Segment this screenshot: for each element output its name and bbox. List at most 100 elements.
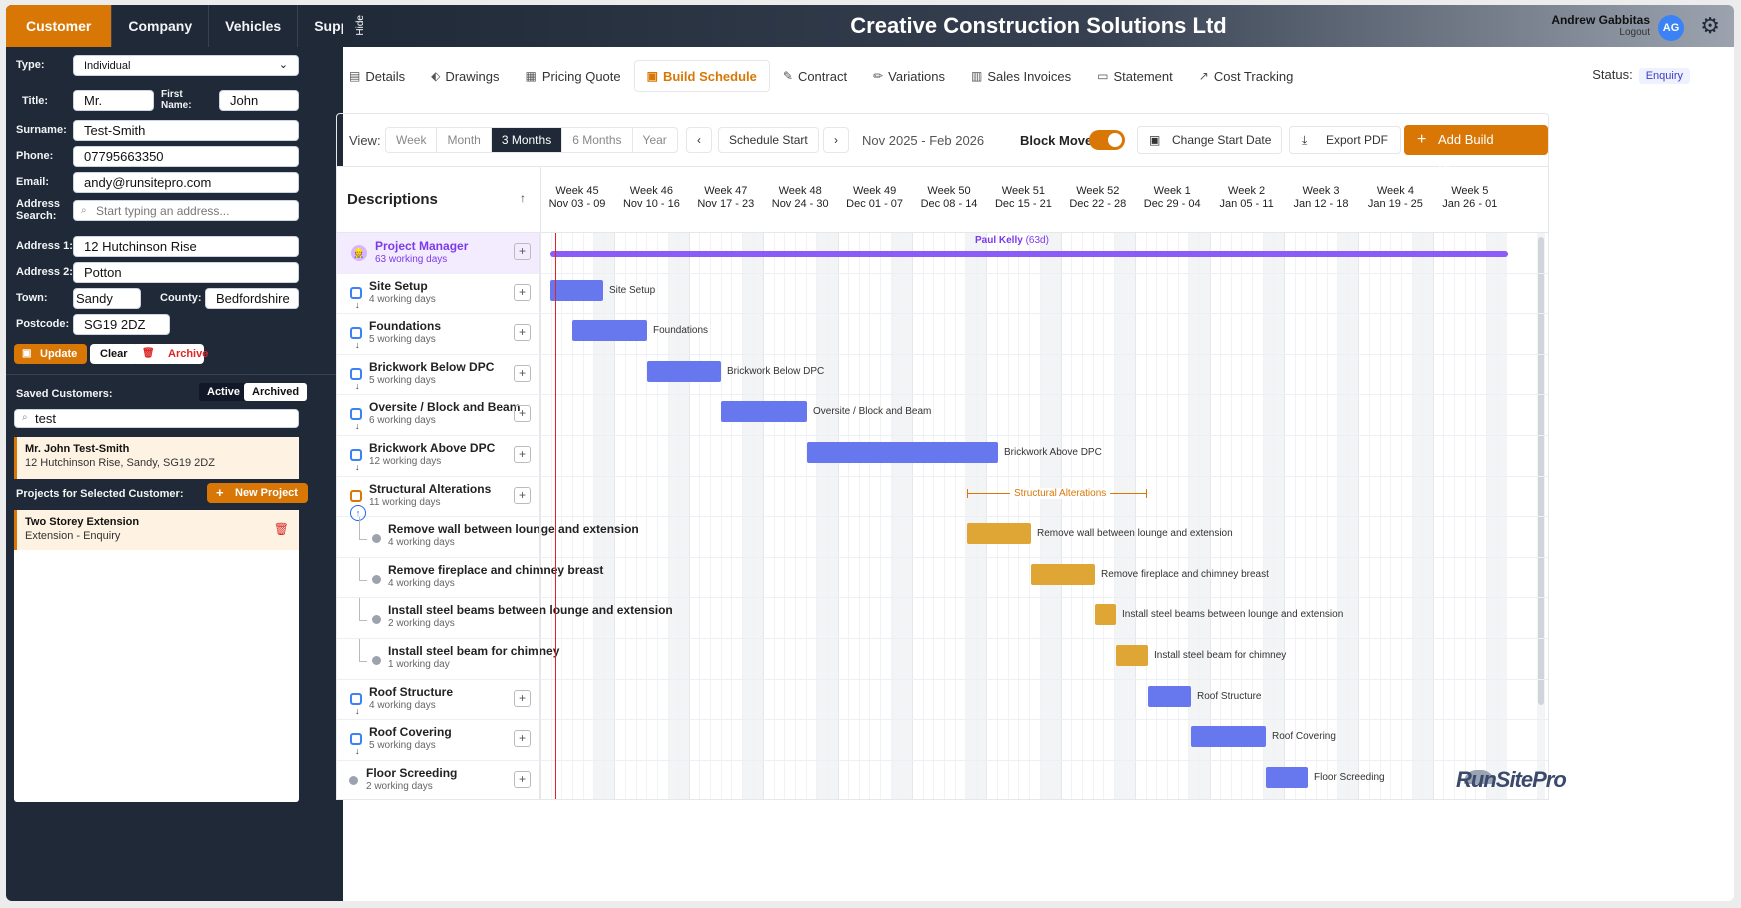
add-task-button[interactable]: + xyxy=(514,283,531,301)
task-status-dot xyxy=(372,574,381,584)
export-pdf-button[interactable]: ⤓ Export PDF xyxy=(1289,126,1402,154)
pencil-icon: ✏ xyxy=(873,69,884,83)
tab-vehicles[interactable]: Vehicles xyxy=(209,5,299,47)
phone-field[interactable]: 07795663350 xyxy=(73,146,299,167)
task-name: Roof Covering xyxy=(369,725,452,740)
phase-checkbox[interactable] xyxy=(350,367,362,380)
tab-customer[interactable]: Customer xyxy=(6,5,113,47)
gantt-bar[interactable] xyxy=(647,360,721,382)
gantt-bar[interactable] xyxy=(721,401,807,423)
logout-link[interactable]: Logout xyxy=(1619,27,1650,38)
prev-button[interactable]: ‹ xyxy=(686,127,712,153)
view-year[interactable]: Year xyxy=(642,133,667,147)
change-start-date-button[interactable]: ▣ Change Start Date xyxy=(1137,126,1283,154)
add-task-button[interactable]: + xyxy=(514,364,531,382)
add-task-button[interactable]: + xyxy=(514,446,531,463)
gantt-bar[interactable] xyxy=(550,279,603,301)
add-task-button[interactable]: + xyxy=(514,243,531,260)
gantt-bar[interactable] xyxy=(1116,645,1148,666)
gantt-bar[interactable] xyxy=(572,320,647,342)
project-card[interactable]: Two Storey Extension Extension - Enquiry… xyxy=(14,510,299,550)
gantt-bar[interactable] xyxy=(1031,563,1095,585)
type-select[interactable]: Individual ⌄ xyxy=(73,55,299,76)
scrollbar-thumb[interactable] xyxy=(1538,237,1544,705)
day-gridline xyxy=(571,233,573,799)
email-field[interactable]: andy@runsitepro.com xyxy=(73,172,299,193)
add-task-button[interactable]: + xyxy=(514,689,531,707)
phase-checkbox[interactable] xyxy=(350,286,362,299)
archive-button[interactable]: 🗑 Archive xyxy=(132,344,208,364)
gantt-bar[interactable] xyxy=(1095,604,1116,626)
chevron-left-icon: ‹ xyxy=(697,133,701,147)
customer-address: 12 Hutchinson Rise, Sandy, SG19 2DZ xyxy=(25,457,215,469)
address2-field[interactable]: Potton xyxy=(73,262,299,283)
schedule-start-button[interactable]: Schedule Start xyxy=(718,127,819,153)
add-task-button[interactable]: + xyxy=(514,324,531,342)
plus-icon: + xyxy=(1417,131,1427,148)
new-project-button[interactable]: + New Project xyxy=(207,483,308,503)
add-build-phase-button[interactable]: +Add Build Phase xyxy=(1404,125,1548,177)
add-task-button[interactable]: + xyxy=(514,405,531,423)
sort-icon[interactable]: ↑ xyxy=(520,191,526,205)
gantt-bar[interactable] xyxy=(1148,685,1191,707)
county-field[interactable]: Bedfordshire xyxy=(205,288,299,309)
address1-field[interactable]: 12 Hutchinson Rise xyxy=(73,236,299,257)
delete-project-icon[interactable]: 🗑 xyxy=(273,522,289,536)
block-move-toggle[interactable] xyxy=(1089,130,1125,150)
status-badge: Enquiry xyxy=(1638,68,1690,84)
phase-checkbox[interactable] xyxy=(350,408,362,421)
add-task-button[interactable]: + xyxy=(514,730,531,748)
view-week[interactable]: Week xyxy=(386,128,438,152)
week-number: Week 1 xyxy=(1153,185,1191,197)
tab-cost-tracking[interactable]: ↗ Cost Tracking xyxy=(1186,60,1307,92)
add-task-button[interactable]: + xyxy=(514,770,531,788)
gantt-bar[interactable] xyxy=(1266,766,1308,788)
filter-active[interactable]: Active xyxy=(199,383,249,401)
gantt-bar[interactable] xyxy=(807,442,998,463)
tab-variations[interactable]: ✏ Variations xyxy=(860,60,958,92)
tab-statement[interactable]: ▭ Statement xyxy=(1084,60,1186,92)
view-month[interactable]: Month xyxy=(437,128,492,152)
view-6-months[interactable]: 6 Months xyxy=(562,128,633,152)
gantt-bar[interactable] xyxy=(967,523,1031,545)
day-gridline xyxy=(1124,233,1126,799)
tab-details[interactable]: ▤ Details xyxy=(336,60,418,92)
week-number: Week 50 xyxy=(927,185,971,197)
customer-card[interactable]: Mr. John Test-Smith 12 Hutchinson Rise, … xyxy=(14,437,299,479)
postcode-field[interactable]: SG19 2DZ xyxy=(73,314,170,335)
tab-build-schedule[interactable]: ▣ Build Schedule xyxy=(633,60,770,92)
first-name-field[interactable]: John xyxy=(219,90,299,111)
tab-sales-invoices[interactable]: ▥ Sales Invoices xyxy=(958,60,1084,92)
gantt-bar[interactable] xyxy=(1191,726,1266,748)
phase-checkbox[interactable] xyxy=(350,692,362,705)
task-duration: 5 working days xyxy=(369,740,436,752)
phase-checkbox[interactable] xyxy=(350,733,362,746)
company-title: Creative Construction Solutions Ltd xyxy=(850,13,1227,38)
phase-checkbox[interactable] xyxy=(350,449,362,461)
task-name: Site Setup xyxy=(369,278,428,293)
tab-company[interactable]: Company xyxy=(112,5,210,47)
avatar[interactable]: AG xyxy=(1658,15,1684,41)
surname-field[interactable]: Test-Smith xyxy=(73,120,299,141)
task-name: Floor Screeding xyxy=(366,765,458,780)
customer-search-input[interactable]: ⌕ test xyxy=(14,409,299,428)
gantt-bar-label: Site Setup xyxy=(609,284,656,296)
view-3-months[interactable]: 3 Months xyxy=(491,128,563,152)
phase-checkbox[interactable] xyxy=(350,489,362,502)
tab-contract[interactable]: ✎ Contract xyxy=(770,60,860,92)
gear-icon[interactable]: ⚙ xyxy=(1700,13,1720,38)
title-field[interactable]: Mr. xyxy=(73,90,154,111)
collapse-icon[interactable]: ↑ xyxy=(350,504,366,521)
add-task-button[interactable]: + xyxy=(514,486,531,504)
update-button[interactable]: ▣ Update xyxy=(14,344,88,364)
phase-checkbox[interactable] xyxy=(350,327,362,340)
tab-pricing-quote[interactable]: ▦ Pricing Quote xyxy=(513,60,634,92)
tab-drawings[interactable]: ⬖ Drawings xyxy=(418,60,512,92)
next-button[interactable]: › xyxy=(823,127,849,153)
address-search-input[interactable]: ⌕ Start typing an address... xyxy=(73,200,299,221)
clear-button[interactable]: Clear xyxy=(90,344,138,364)
email-label: Email: xyxy=(16,176,50,188)
town-field[interactable]: Sandy xyxy=(73,288,141,309)
week-header: Week 4 Jan 19 - 25 xyxy=(1358,185,1432,211)
filter-archived[interactable]: Archived xyxy=(244,383,308,401)
